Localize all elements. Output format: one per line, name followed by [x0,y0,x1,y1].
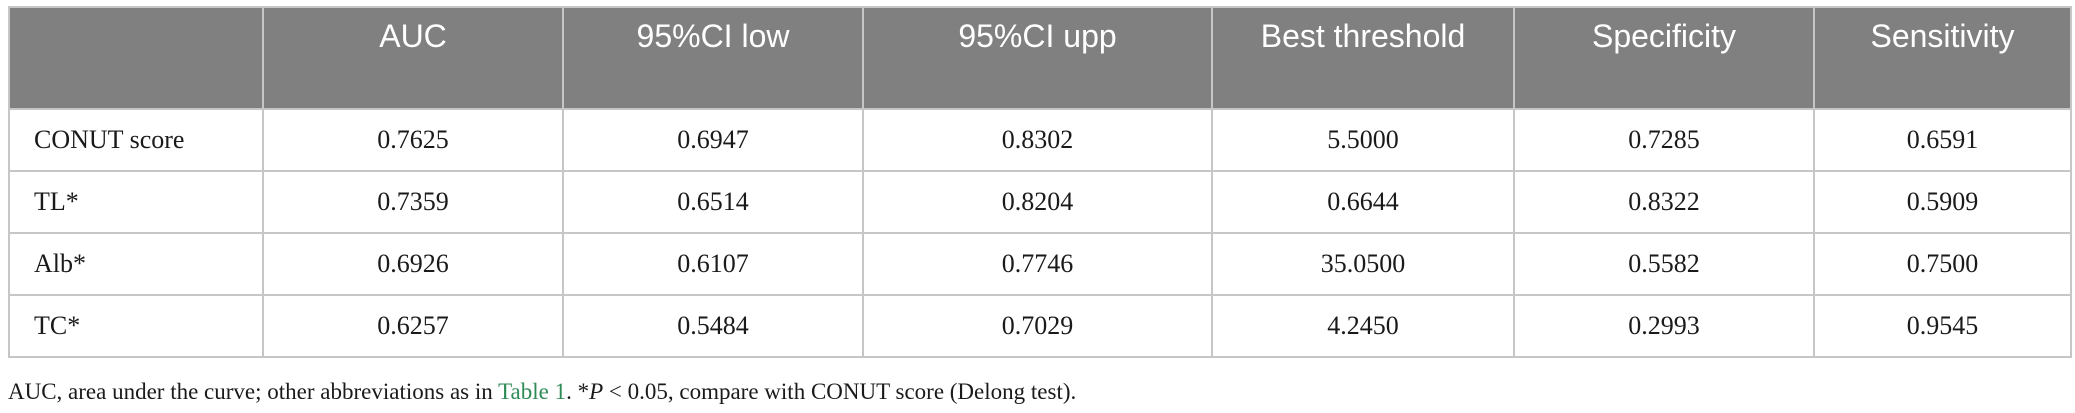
cell-ci-upp: 0.7029 [862,294,1213,358]
cell-ci-low: 0.6514 [562,170,864,234]
column-header-sensitivity: Sensitivity [1813,6,2072,110]
cell-ci-low: 0.6107 [562,232,864,296]
column-header-ci-upp: 95%CI upp [862,6,1213,110]
cell-auc: 0.6926 [262,232,564,296]
table-row: TL* 0.7359 0.6514 0.8204 0.6644 0.8322 0… [8,170,2072,234]
table-header-row: AUC 95%CI low 95%CI upp Best threshold S… [8,6,2072,110]
cell-best-threshold: 4.2450 [1211,294,1515,358]
cell-auc: 0.6257 [262,294,564,358]
cell-ci-upp: 0.7746 [862,232,1213,296]
cell-sensitivity: 0.7500 [1813,232,2072,296]
footnote-text-asterisk: . * [566,379,590,404]
cell-ci-low: 0.5484 [562,294,864,358]
results-table-container: AUC 95%CI low 95%CI upp Best threshold S… [8,6,2072,358]
row-label-conut-score: CONUT score [8,108,264,172]
table-footnote: AUC, area under the curve; other abbrevi… [8,378,1076,406]
footnote-text-start: AUC, area under the curve; other abbrevi… [8,379,499,404]
row-label-tl: TL* [8,170,264,234]
row-label-alb: Alb* [8,232,264,296]
row-label-tc: TC* [8,294,264,358]
cell-sensitivity: 0.9545 [1813,294,2072,358]
cell-auc: 0.7359 [262,170,564,234]
roc-results-table: AUC 95%CI low 95%CI upp Best threshold S… [8,6,2072,358]
footnote-text-end: < 0.05, compare with CONUT score (Delong… [603,379,1077,404]
cell-auc: 0.7625 [262,108,564,172]
table-row: Alb* 0.6926 0.6107 0.7746 35.0500 0.5582… [8,232,2072,296]
cell-best-threshold: 5.5000 [1211,108,1515,172]
column-header-auc: AUC [262,6,564,110]
column-header-best-threshold: Best threshold [1211,6,1515,110]
column-header-blank [8,6,264,110]
table-row: TC* 0.6257 0.5484 0.7029 4.2450 0.2993 0… [8,294,2072,358]
cell-ci-upp: 0.8204 [862,170,1213,234]
cell-sensitivity: 0.6591 [1813,108,2072,172]
cell-best-threshold: 0.6644 [1211,170,1515,234]
column-header-ci-low: 95%CI low [562,6,864,110]
cell-specificity: 0.2993 [1513,294,1815,358]
cell-ci-upp: 0.8302 [862,108,1213,172]
cell-specificity: 0.7285 [1513,108,1815,172]
table-1-link[interactable]: Table 1 [498,379,567,404]
footnote-p-symbol: P [589,379,604,404]
cell-best-threshold: 35.0500 [1211,232,1515,296]
cell-ci-low: 0.6947 [562,108,864,172]
cell-sensitivity: 0.5909 [1813,170,2072,234]
table-row: CONUT score 0.7625 0.6947 0.8302 5.5000 … [8,108,2072,172]
cell-specificity: 0.8322 [1513,170,1815,234]
column-header-specificity: Specificity [1513,6,1815,110]
cell-specificity: 0.5582 [1513,232,1815,296]
